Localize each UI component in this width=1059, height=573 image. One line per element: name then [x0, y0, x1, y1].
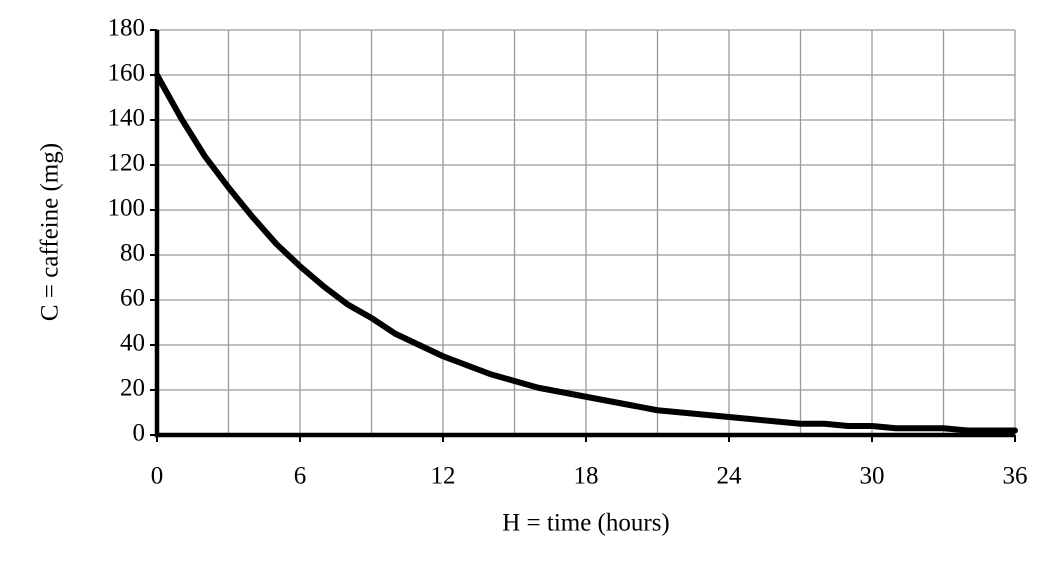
x-tick-label: 12 [431, 463, 456, 490]
x-axis-label: H = time (hours) [502, 510, 670, 537]
x-tick-label: 18 [574, 463, 599, 490]
y-tick-label: 180 [108, 15, 146, 42]
y-tick-label: 40 [120, 330, 145, 357]
x-tick-label: 6 [294, 463, 307, 490]
data-line [154, 72, 1018, 434]
y-tick-label: 60 [120, 285, 145, 312]
y-tick-label: 160 [108, 60, 146, 87]
y-tick-label: 140 [108, 105, 146, 132]
y-tick-label: 80 [120, 240, 145, 267]
x-tick-label: 0 [151, 463, 164, 490]
y-tick-label: 0 [133, 420, 146, 447]
x-tick-label: 36 [1003, 463, 1028, 490]
y-tick-label: 120 [108, 150, 146, 177]
y-tick-label: 100 [108, 195, 146, 222]
y-axis-label: C = caffeine (mg) [37, 143, 64, 321]
y-tick-label: 20 [120, 375, 145, 402]
x-tick-label: 24 [717, 463, 743, 490]
x-tick-label: 30 [860, 463, 885, 490]
